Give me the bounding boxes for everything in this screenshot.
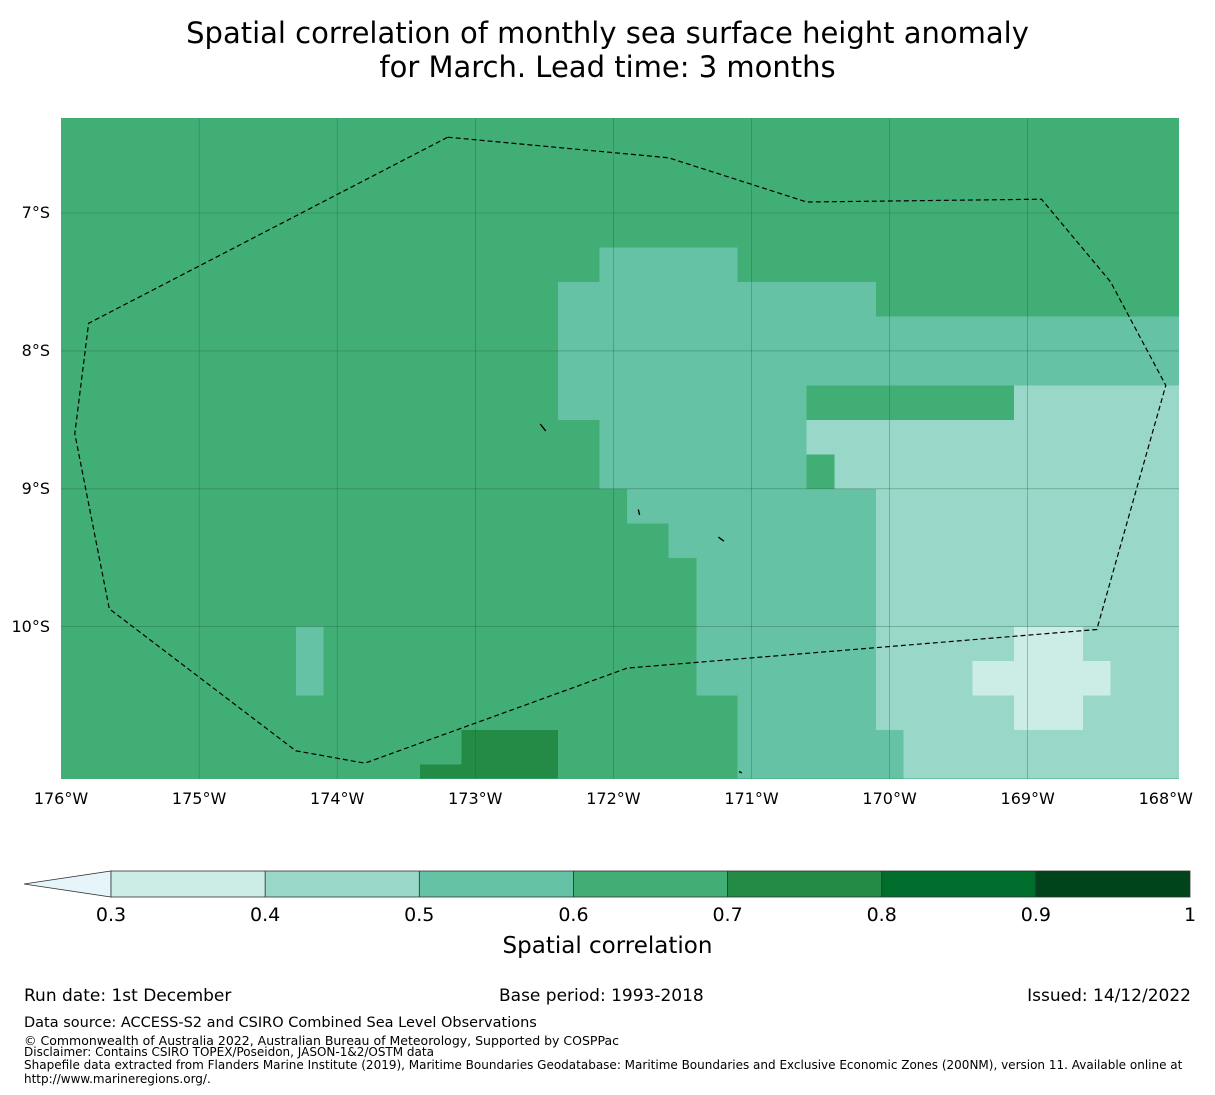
region-0.4-0.5 [1013, 385, 1179, 420]
colorbar-swatch-0.3-0.4 [111, 871, 266, 897]
lon-tick-label: 168°W [1138, 789, 1193, 808]
region-0.5-0.6 [668, 247, 738, 282]
lon-tick-label: 169°W [1000, 789, 1055, 808]
region-0.5-0.6 [599, 247, 669, 282]
lat-tick-label: 10°S [11, 616, 50, 636]
region-0.5-0.6 [558, 281, 876, 317]
copyright: © Commonwealth of Australia 2022, Austra… [24, 1033, 619, 1048]
colorbar-tick: 0.5 [404, 904, 435, 926]
colorbar-swatch-0.6-0.7 [573, 871, 728, 897]
lat-tick-label: 9°S [21, 478, 50, 498]
region-0.5-0.6 [295, 626, 324, 696]
colorbar-outline [110, 870, 1191, 898]
data-source: Data source: ACCESS-S2 and CSIRO Combine… [24, 1015, 537, 1031]
region-0.3-0.4 [972, 661, 1111, 696]
region-0.4-0.5 [806, 419, 1179, 455]
lon-tick-label: 174°W [310, 789, 365, 808]
shapefile-credit-line-1: Shapefile data extracted from Flanders M… [24, 1058, 1183, 1072]
issued-date: Issued: 14/12/2022 [1027, 986, 1191, 1006]
lon-tick-label: 175°W [171, 789, 227, 808]
run-date: Run date: 1st December [24, 986, 232, 1006]
colorbar-extend-arrow [23, 870, 112, 898]
colorbar [23, 870, 1191, 898]
lon-tick-label: 170°W [862, 789, 917, 808]
region-0.5-0.6 [599, 419, 807, 489]
colorbar-tick: 0.7 [712, 904, 743, 926]
colorbar-tick: 0.3 [95, 904, 127, 926]
island-nukunonu [637, 509, 641, 516]
lon-tick-label: 171°W [724, 789, 779, 808]
graticule [61, 118, 1179, 779]
region-0.3-0.4 [1013, 626, 1083, 662]
island-swains [738, 770, 743, 774]
region-0.4-0.5 [834, 454, 1179, 489]
island-fakaofo [717, 536, 725, 542]
region-0.3-0.4 [1013, 695, 1083, 731]
chart-title-line-1: Spatial correlation of monthly sea surfa… [186, 16, 1029, 50]
colorbar-swatch-0.8-0.9 [881, 871, 1036, 897]
lon-tick-label: 176°W [33, 789, 89, 808]
region-0.4-0.5 [903, 730, 1179, 779]
island-atafu [539, 423, 547, 432]
colorbar-swatch-0.5-0.6 [419, 871, 574, 897]
colorbar-swatch-0.4-0.5 [265, 871, 420, 897]
colorbar-tick: 0.9 [1020, 904, 1051, 926]
lon-tick-label: 173°W [448, 789, 503, 808]
region-0.5-0.6 [737, 695, 876, 779]
region-0.5-0.6 [558, 385, 807, 420]
map-frame [61, 118, 1179, 779]
colorbar-label: Spatial correlation [502, 933, 713, 959]
disclaimer: Disclaimer: Contains CSIRO TOPEX/Poseido… [24, 1045, 434, 1059]
chart-title-line-2: for March. Lead time: 3 months [379, 50, 836, 84]
colorbar-tick: 0.4 [250, 904, 281, 926]
colorbar-tick: 0.8 [866, 904, 897, 926]
shapefile-credit-line-2: http://www.marineregions.org/. [24, 1072, 211, 1086]
base-period: Base period: 1993-2018 [499, 986, 704, 1006]
colorbar-swatch-0.9-1 [1035, 871, 1190, 897]
lat-tick-label: 8°S [21, 340, 50, 360]
colorbar-tick: 0.6 [558, 904, 589, 926]
region-0.7-0.8 [420, 764, 559, 779]
eez-boundary [74, 136, 1167, 764]
correlation-regions [295, 247, 1179, 779]
lon-tick-label: 172°W [586, 789, 641, 808]
islands [539, 423, 743, 774]
colorbar-swatch-0.7-0.8 [727, 871, 882, 897]
colorbar-tick: 1 [1183, 904, 1197, 926]
region-0.5-0.6 [668, 523, 876, 558]
lat-tick-label: 7°S [21, 203, 50, 222]
